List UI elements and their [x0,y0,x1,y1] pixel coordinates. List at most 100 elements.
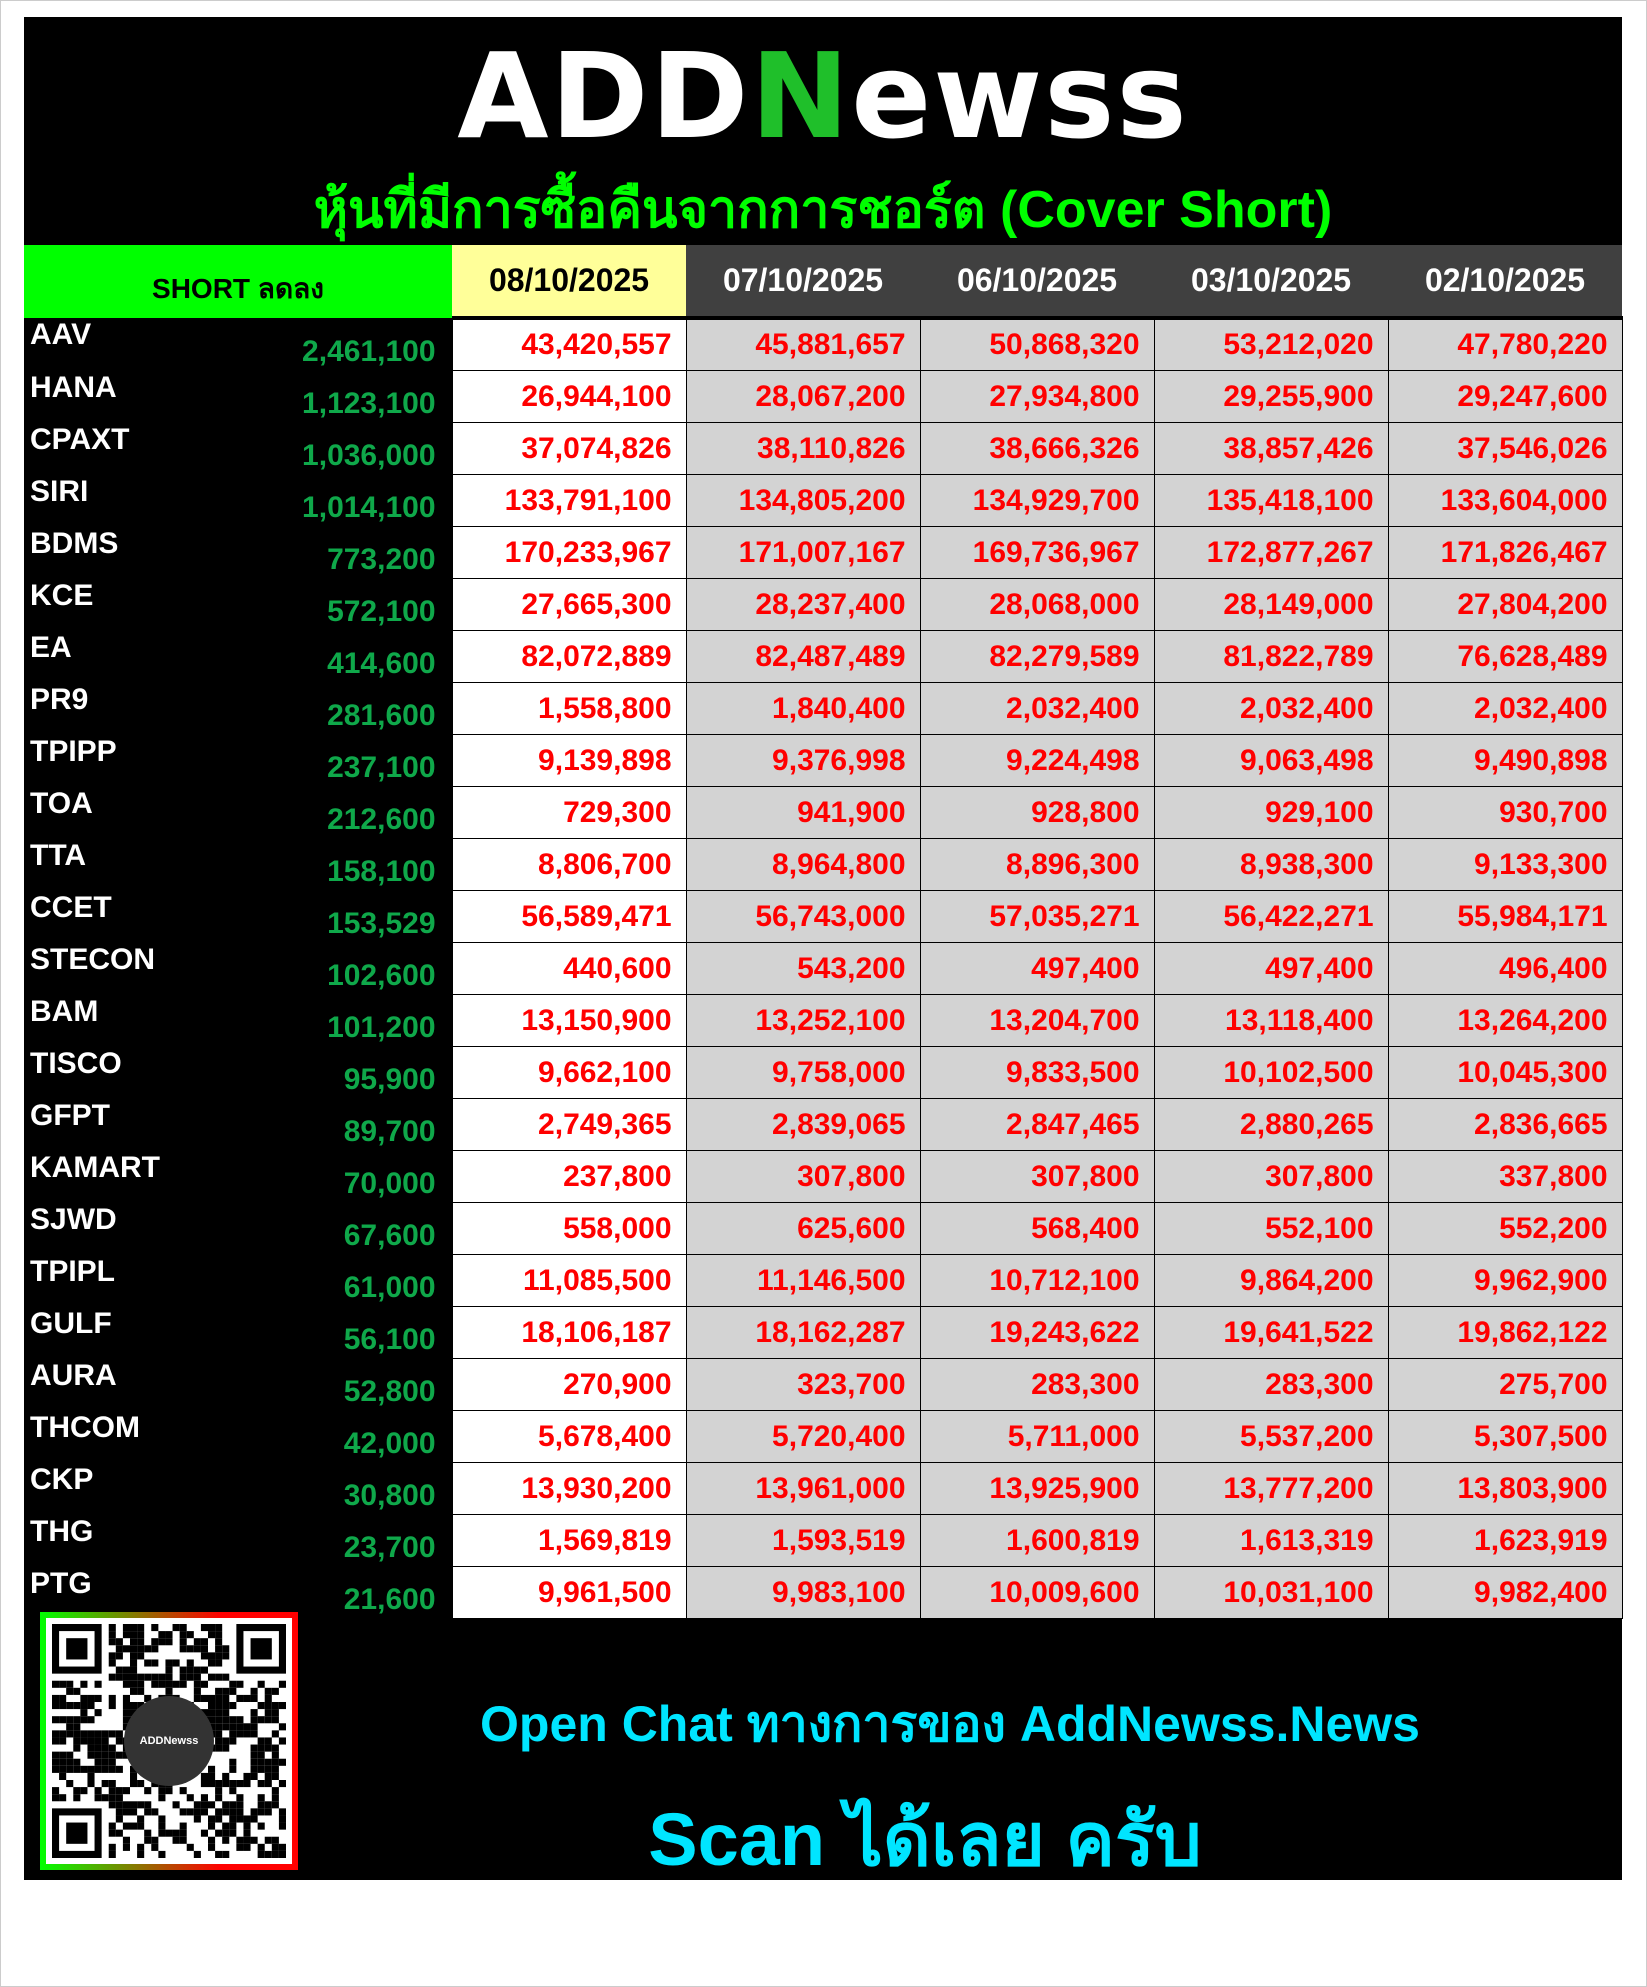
stock-symbol: KCE [24,578,238,631]
short-volume-cell: 543,200 [685,942,921,995]
table-row: AURA 52,800 270,900 323,700 283,300 283,300 27… [24,1358,1623,1411]
short-volume-cell: 10,031,100 [1153,1566,1389,1619]
short-volume-cell: 28,149,000 [1153,578,1389,631]
short-volume-cell: 56,422,271 [1153,890,1389,943]
table-row: KCE 572,100 27,665,300 28,237,400 28,068,000… [24,578,1623,631]
short-volume-cell: 8,938,300 [1153,838,1389,891]
short-volume-cell: 26,944,100 [451,370,687,423]
stock-symbol: GFPT [24,1098,238,1151]
short-volume-cell: 13,925,900 [919,1462,1155,1515]
short-decrease-value: 153,529 [238,890,453,943]
short-volume-cell: 9,139,898 [451,734,687,787]
stock-symbol: TPIPL [24,1254,238,1307]
short-volume-cell: 19,641,522 [1153,1306,1389,1359]
short-volume-cell: 283,300 [1153,1358,1389,1411]
short-volume-cell: 170,233,967 [451,526,687,579]
short-volume-cell: 13,961,000 [685,1462,921,1515]
stock-symbol: BAM [24,994,238,1047]
table-row: KAMART 70,000 237,800 307,800 307,800 307,800… [24,1150,1623,1203]
short-volume-cell: 440,600 [451,942,687,995]
short-decrease-value: 212,600 [238,786,453,839]
short-volume-cell: 18,162,287 [685,1306,921,1359]
cover-short-table: SHORT ลดลง 08/10/2025 07/10/2025 06/10/2025… [24,245,1623,1619]
short-decrease-value: 95,900 [238,1046,453,1099]
table-row: BDMS 773,200 170,233,967 171,007,167 169,736… [24,526,1623,579]
stock-symbol: THG [24,1514,238,1567]
short-volume-cell: 171,826,467 [1387,526,1623,579]
short-volume-cell: 9,961,500 [451,1566,687,1619]
short-volume-cell: 13,930,200 [451,1462,687,1515]
short-volume-cell: 552,200 [1387,1202,1623,1255]
short-volume-cell: 283,300 [919,1358,1155,1411]
stock-symbol: STECON [24,942,238,995]
header-date: 06/10/2025 [920,245,1155,320]
short-volume-cell: 13,150,900 [451,994,687,1047]
short-decrease-value: 70,000 [238,1150,453,1203]
short-volume-cell: 9,224,498 [919,734,1155,787]
short-volume-cell: 37,074,826 [451,422,687,475]
short-volume-cell: 38,857,426 [1153,422,1389,475]
short-volume-cell: 2,880,265 [1153,1098,1389,1151]
stock-symbol: CCET [24,890,238,943]
short-volume-cell: 9,833,500 [919,1046,1155,1099]
short-volume-cell: 10,045,300 [1387,1046,1623,1099]
short-volume-cell: 133,604,000 [1387,474,1623,527]
short-decrease-value: 281,600 [238,682,453,735]
short-volume-cell: 134,929,700 [919,474,1155,527]
short-volume-cell: 82,072,889 [451,630,687,683]
short-volume-cell: 37,546,026 [1387,422,1623,475]
stock-symbol: CKP [24,1462,238,1515]
short-volume-cell: 76,628,489 [1387,630,1623,683]
short-volume-cell: 1,569,819 [451,1514,687,1567]
stock-symbol: AURA [24,1358,238,1411]
short-volume-cell: 11,085,500 [451,1254,687,1307]
table-row: SIRI 1,014,100 133,791,100 134,805,200 134,9… [24,474,1623,527]
table-row: AAV 2,461,100 43,420,557 45,881,657 50,868,3… [24,317,1623,371]
logo-text-add: ADD [457,27,751,165]
short-volume-cell: 9,758,000 [685,1046,921,1099]
short-volume-cell: 2,032,400 [919,682,1155,735]
stock-symbol: TOA [24,786,238,839]
short-volume-cell: 10,712,100 [919,1254,1155,1307]
stock-symbol: PTG [24,1566,238,1619]
table-row: GFPT 89,700 2,749,365 2,839,065 2,847,465 2,8… [24,1098,1623,1151]
short-volume-cell: 43,420,557 [451,317,687,371]
short-volume-cell: 941,900 [685,786,921,839]
short-volume-cell: 2,749,365 [451,1098,687,1151]
short-volume-cell: 9,983,100 [685,1566,921,1619]
page-title: หุ้นที่มีการซื้อคืนจากการชอร์ต (Cover Sh… [313,181,1333,239]
short-volume-cell: 2,847,465 [919,1098,1155,1151]
short-volume-cell: 275,700 [1387,1358,1623,1411]
short-decrease-value: 30,800 [238,1462,453,1515]
stock-symbol: SJWD [24,1202,238,1255]
short-volume-cell: 5,307,500 [1387,1410,1623,1463]
table-row: CPAXT 1,036,000 37,074,826 38,110,826 38,666… [24,422,1623,475]
short-volume-cell: 928,800 [919,786,1155,839]
short-volume-cell: 2,032,400 [1387,682,1623,735]
short-volume-cell: 28,237,400 [685,578,921,631]
table-row: PR9 281,600 1,558,800 1,840,400 2,032,400 2,0… [24,682,1623,735]
short-volume-cell: 11,146,500 [685,1254,921,1307]
short-volume-cell: 10,009,600 [919,1566,1155,1619]
table-row: EA 414,600 82,072,889 82,487,489 82,279,589 8… [24,630,1623,683]
short-volume-cell: 9,662,100 [451,1046,687,1099]
short-volume-cell: 1,600,819 [919,1514,1155,1567]
short-volume-cell: 8,896,300 [919,838,1155,891]
short-volume-cell: 1,593,519 [685,1514,921,1567]
footer-open-chat-text: Open Chat ทางการของ AddNewss.News [480,1696,1420,1752]
short-decrease-value: 101,200 [238,994,453,1047]
short-volume-cell: 497,400 [919,942,1155,995]
short-volume-cell: 5,720,400 [685,1410,921,1463]
short-decrease-value: 237,100 [238,734,453,787]
short-volume-cell: 27,934,800 [919,370,1155,423]
short-volume-cell: 8,806,700 [451,838,687,891]
short-volume-cell: 19,243,622 [919,1306,1155,1359]
short-volume-cell: 1,558,800 [451,682,687,735]
short-volume-cell: 28,067,200 [685,370,921,423]
qr-code[interactable]: ADDNewss [40,1612,298,1870]
stock-symbol: TTA [24,838,238,891]
stock-symbol: KAMART [24,1150,238,1203]
table-row: TISCO 95,900 9,662,100 9,758,000 9,833,500 10… [24,1046,1623,1099]
short-volume-cell: 1,613,319 [1153,1514,1389,1567]
footer-scan-text: Scan ได้เลย ครับ [648,1798,1202,1881]
